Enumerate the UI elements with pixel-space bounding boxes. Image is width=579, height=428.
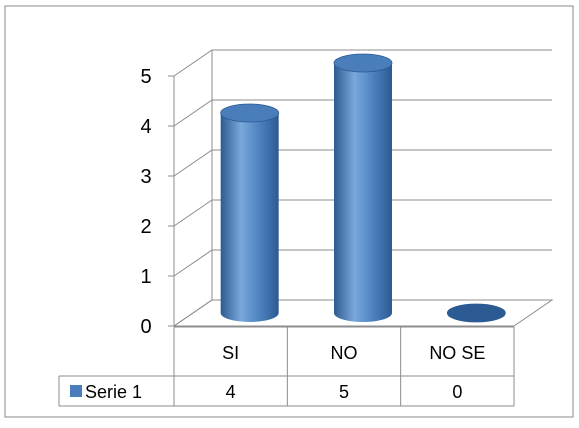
y-tick-label: 4 (140, 116, 151, 138)
y-tick-label: 0 (140, 316, 151, 338)
gridline (173, 249, 552, 277)
bar-top (333, 53, 393, 73)
y-tick-label: 5 (140, 66, 151, 88)
bar-no (334, 63, 392, 322)
chart-border (4, 5, 574, 418)
gridline (173, 49, 552, 77)
x-category-label: NO SE (429, 343, 485, 363)
y-tick-label: 2 (140, 216, 151, 238)
legend-label: Serie 1 (85, 382, 142, 402)
bar-layer (220, 53, 506, 323)
gridline (173, 99, 552, 127)
grid-layer (172, 49, 554, 327)
y-tick-label: 1 (140, 266, 151, 288)
bar-top (220, 103, 280, 123)
x-category-label: SI (222, 343, 239, 363)
gridline (173, 149, 552, 177)
bar-si (220, 113, 279, 322)
x-category-label: NO (331, 343, 358, 363)
table-value: 0 (452, 382, 462, 402)
y-tick-label: 3 (140, 166, 151, 188)
table-value: 4 (226, 382, 236, 402)
floor (172, 299, 554, 327)
gridline (173, 199, 552, 227)
bar-top (446, 303, 506, 323)
data-table: SI 4 NO 5 NO SE 0 Serie 1 (58, 326, 515, 407)
table-value: 5 (339, 382, 349, 402)
axis-layer: 0 1 2 3 4 5 (140, 66, 175, 338)
legend-swatch (70, 385, 82, 397)
